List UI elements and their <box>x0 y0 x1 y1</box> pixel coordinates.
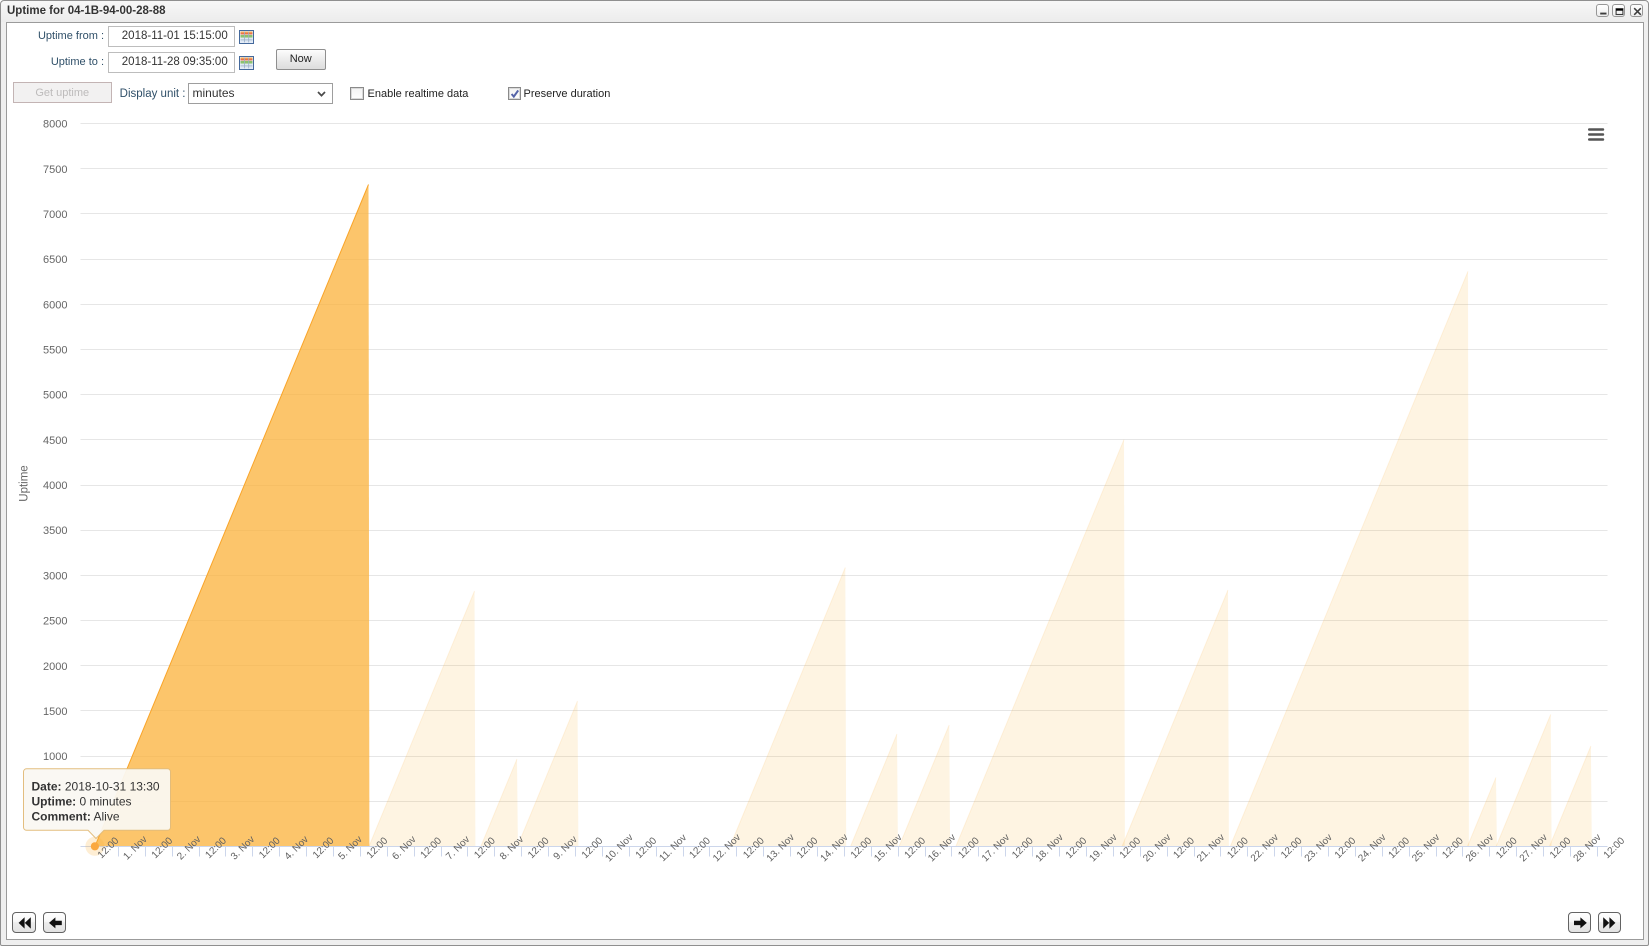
svg-text:Uptime: 0 minutes: Uptime: 0 minutes <box>32 795 132 809</box>
svg-text:Uptime: Uptime <box>19 465 31 501</box>
svg-text:3500: 3500 <box>43 525 67 537</box>
svg-text:7500: 7500 <box>43 164 67 176</box>
svg-text:12. Nov: 12. Nov <box>711 832 743 864</box>
svg-text:2000: 2000 <box>43 661 67 673</box>
svg-text:5000: 5000 <box>43 390 67 402</box>
svg-text:6500: 6500 <box>43 254 67 266</box>
svg-text:Date: 2018-10-31 13:30: Date: 2018-10-31 13:30 <box>32 780 160 794</box>
svg-text:4000: 4000 <box>43 480 67 492</box>
svg-text:1000: 1000 <box>43 751 67 763</box>
svg-text:Comment: Alive: Comment: Alive <box>32 810 120 824</box>
svg-text:11. Nov: 11. Nov <box>658 832 690 864</box>
svg-text:8000: 8000 <box>43 119 67 131</box>
svg-text:12:00: 12:00 <box>634 835 660 861</box>
svg-text:6000: 6000 <box>43 299 67 311</box>
svg-text:1500: 1500 <box>43 706 67 718</box>
svg-text:4500: 4500 <box>43 435 67 447</box>
svg-text:2500: 2500 <box>43 616 67 628</box>
svg-text:12:00: 12:00 <box>1602 835 1628 861</box>
svg-text:7000: 7000 <box>43 209 67 221</box>
svg-text:3000: 3000 <box>43 570 67 582</box>
svg-text:12:00: 12:00 <box>580 835 606 861</box>
svg-text:10. Nov: 10. Nov <box>603 832 635 864</box>
svg-text:5500: 5500 <box>43 345 67 357</box>
